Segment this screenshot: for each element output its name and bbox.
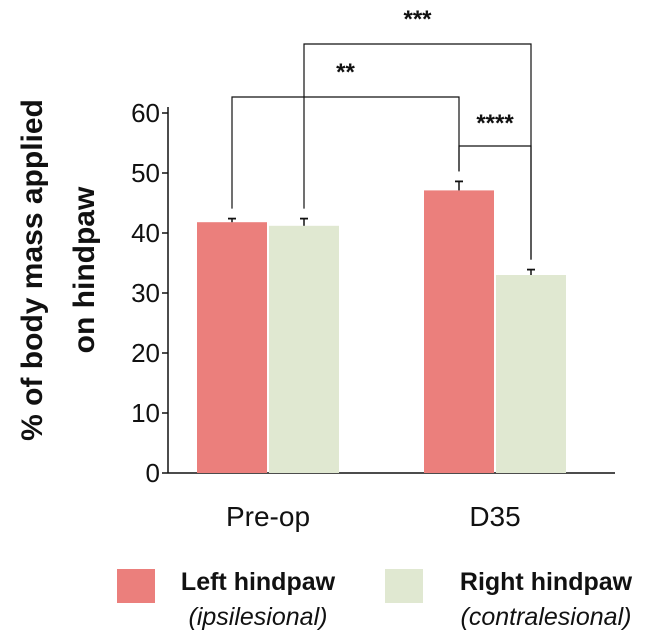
legend: Left hindpaw (ipsilesional) Right hindpaw (…: [117, 568, 633, 631]
y-tick-label: 40: [131, 218, 160, 248]
significance-label: **: [336, 59, 355, 86]
y-tick-label: 20: [131, 338, 160, 368]
y-tick-label: 30: [131, 278, 160, 308]
significance-label: ***: [403, 6, 432, 33]
bar: [496, 275, 566, 473]
y-tick-label: 10: [131, 398, 160, 428]
legend-sublabel: (ipsilesional): [189, 603, 328, 631]
bar: [269, 225, 339, 473]
significance-bracket: [231, 96, 460, 209]
y-ticks: 0 10 20 30 40 50 60: [131, 98, 168, 488]
bar: [424, 190, 494, 473]
y-axis-label-line-1: % of body mass applied: [16, 99, 49, 441]
x-category-label: D35: [469, 501, 520, 532]
significance-brackets: *********: [231, 6, 532, 260]
legend-label: Right hindpaw: [460, 568, 633, 596]
y-tick-label: 0: [146, 458, 160, 488]
category-labels: Pre-op D35: [226, 501, 521, 532]
significance-bracket: [458, 145, 532, 260]
y-tick-label: 60: [131, 98, 160, 128]
legend-swatch: [385, 569, 423, 603]
y-axis-label-line-2: on hindpaw: [68, 186, 101, 353]
bars: [197, 190, 566, 473]
legend-label: Left hindpaw: [181, 568, 336, 596]
legend-sublabel: (contralesional): [461, 603, 632, 631]
x-category-label: Pre-op: [226, 501, 310, 532]
significance-label: ****: [476, 110, 514, 137]
y-tick-label: 50: [131, 158, 160, 188]
legend-swatch: [117, 569, 155, 603]
y-axis-label-group: % of body mass applied on hindpaw: [16, 99, 101, 441]
bar: [197, 222, 267, 473]
error-bars: [228, 180, 535, 275]
